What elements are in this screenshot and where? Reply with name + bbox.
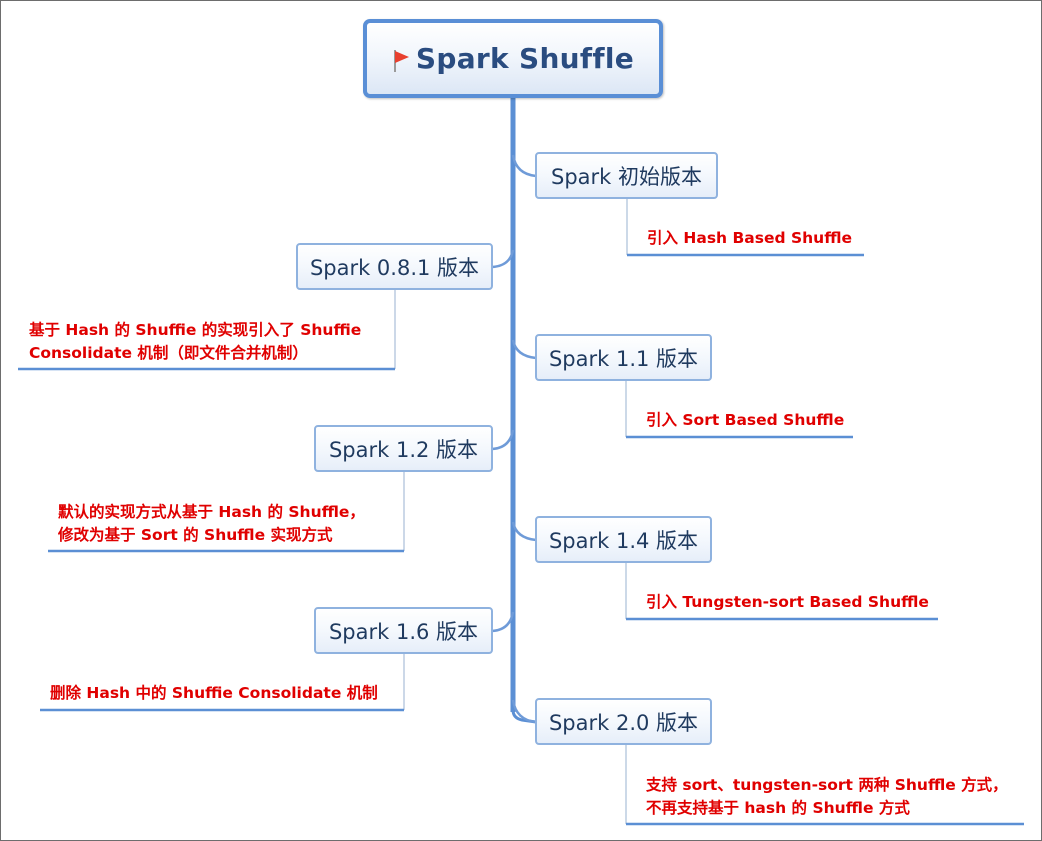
- note-line: 基于 Hash 的 Shuffie 的实现引入了 Shuffie: [29, 321, 362, 339]
- node-spark-1-1[interactable]: Spark 1.1 版本: [535, 334, 712, 381]
- note-line: 删除 Hash 中的 Shuffie Consolidate 机制: [50, 684, 378, 702]
- branch-v081: [491, 249, 515, 269]
- root-node[interactable]: Spark Shuffle: [363, 19, 663, 98]
- note-line: 引入 Hash Based Shuffle: [647, 229, 853, 247]
- note-v14: 引入 Tungsten-sort Based Shuffle: [646, 591, 929, 614]
- branch-v14: [511, 521, 537, 542]
- branch-v20: [511, 699, 537, 724]
- note-line: 修改为基于 Sort 的 Shuffle 实现方式: [58, 526, 333, 544]
- note-v20: 支持 sort、tungsten-sort 两种 Shuffle 方式， 不再支…: [646, 774, 1008, 820]
- note-line: 默认的实现方式从基于 Hash 的 Shuffle，: [58, 503, 365, 521]
- node-spark-initial[interactable]: Spark 初始版本: [535, 152, 718, 199]
- node-spark-1-4[interactable]: Spark 1.4 版本: [535, 516, 712, 563]
- node-spark-2-0[interactable]: Spark 2.0 版本: [535, 698, 712, 745]
- trunk-end: [511, 709, 537, 724]
- branch-v12: [491, 429, 515, 451]
- note-v16: 删除 Hash 中的 Shuffie Consolidate 机制: [50, 682, 378, 705]
- note-initial: 引入 Hash Based Shuffle: [647, 227, 852, 250]
- node-spark-1-2[interactable]: Spark 1.2 版本: [314, 425, 493, 472]
- flag-icon: [392, 48, 412, 74]
- node-spark-1-6[interactable]: Spark 1.6 版本: [314, 607, 493, 654]
- note-line: 引入 Sort Based Shuffle: [646, 411, 845, 429]
- note-line: Consolidate 机制（即文件合并机制）: [29, 344, 308, 362]
- branch-v11: [511, 339, 537, 360]
- note-v12: 默认的实现方式从基于 Hash 的 Shuffle， 修改为基于 Sort 的 …: [58, 501, 365, 547]
- note-line: 支持 sort、tungsten-sort 两种 Shuffle 方式，: [646, 776, 1008, 794]
- note-v11: 引入 Sort Based Shuffle: [646, 409, 844, 432]
- note-line: 不再支持基于 hash 的 Shuffle 方式: [646, 799, 910, 817]
- note-v081: 基于 Hash 的 Shuffie 的实现引入了 Shuffie Consoli…: [29, 319, 361, 365]
- node-spark-0-8-1[interactable]: Spark 0.8.1 版本: [296, 243, 493, 290]
- root-title: Spark Shuffle: [415, 42, 635, 75]
- branch-v16: [491, 611, 515, 633]
- branch-initial: [511, 154, 537, 178]
- note-line: 引入 Tungsten-sort Based Shuffle: [646, 593, 929, 611]
